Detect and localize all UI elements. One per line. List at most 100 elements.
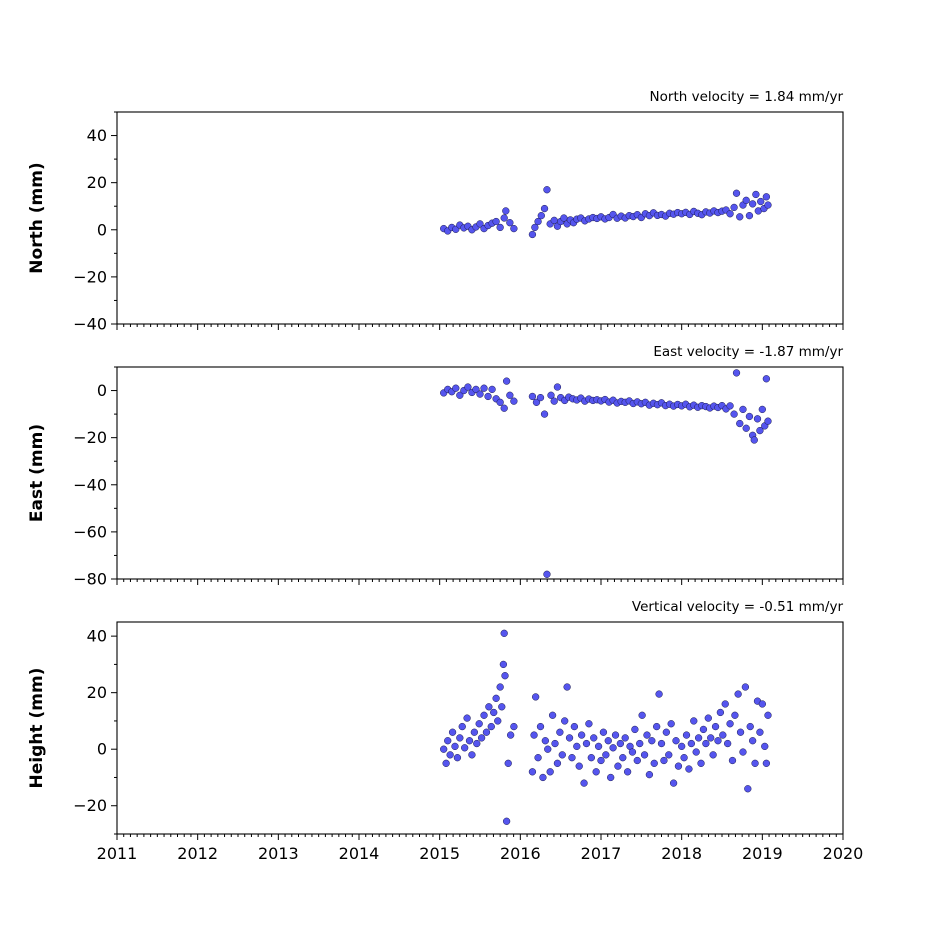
x-tick-label: 2011 <box>97 844 138 863</box>
data-point <box>500 404 508 412</box>
data-point <box>714 737 722 745</box>
data-series <box>440 369 772 578</box>
data-point <box>669 779 678 787</box>
data-point <box>665 751 673 759</box>
data-point <box>577 731 586 739</box>
data-point <box>736 419 744 428</box>
data-point <box>456 734 464 742</box>
data-point <box>742 424 750 432</box>
data-point <box>660 756 668 765</box>
data-point <box>550 397 558 405</box>
data-point <box>544 745 552 753</box>
data-point <box>580 779 588 787</box>
data-point <box>619 754 627 762</box>
data-point <box>751 759 759 767</box>
data-point <box>463 714 471 722</box>
data-point <box>749 200 757 208</box>
data-point <box>732 369 741 377</box>
data-point <box>480 711 488 719</box>
data-point <box>532 398 541 406</box>
panel-title: Vertical velocity = -0.51 mm/yr <box>632 599 844 615</box>
data-point <box>724 739 732 748</box>
data-point <box>485 703 493 711</box>
data-point <box>500 214 508 222</box>
data-point <box>726 402 734 410</box>
data-point <box>488 385 496 394</box>
data-point <box>756 426 764 435</box>
data-point <box>631 725 639 734</box>
x-tick-label: 2017 <box>581 844 622 863</box>
data-point <box>746 722 754 731</box>
data-point <box>487 722 495 731</box>
data-point <box>556 728 564 736</box>
panel-title: East velocity = -1.87 mm/yr <box>653 344 843 360</box>
data-point <box>540 204 549 213</box>
data-point <box>756 728 764 736</box>
data-point <box>498 703 506 711</box>
data-point <box>640 751 649 759</box>
data-point <box>475 720 483 728</box>
data-point <box>616 739 625 748</box>
data-point <box>633 756 641 765</box>
data-point <box>543 186 551 194</box>
data-point <box>442 759 450 767</box>
data-point <box>496 223 504 232</box>
data-point <box>541 737 549 745</box>
data-point <box>528 768 537 776</box>
data-point <box>749 737 757 745</box>
data-point <box>534 754 542 762</box>
data-point <box>587 754 595 762</box>
data-point <box>702 739 710 748</box>
data-point <box>528 230 537 239</box>
data-point <box>537 211 545 220</box>
data-point <box>502 817 511 825</box>
data-point <box>528 392 537 401</box>
data-point <box>472 385 480 394</box>
data-point <box>539 773 547 782</box>
data-point <box>446 751 454 759</box>
data-point <box>548 711 557 719</box>
data-point <box>594 742 603 751</box>
data-point <box>470 728 479 736</box>
data-point <box>721 700 729 708</box>
y-tick-label: −80 <box>73 570 107 589</box>
data-point <box>473 739 481 748</box>
data-point <box>553 383 562 391</box>
data-point <box>546 768 554 776</box>
data-point <box>440 745 448 753</box>
data-point <box>592 768 600 776</box>
data-point <box>607 773 615 782</box>
data-point <box>697 759 705 767</box>
data-point <box>678 742 686 751</box>
y-tick-label: −40 <box>73 475 107 494</box>
data-point <box>739 748 747 756</box>
data-point <box>655 690 663 698</box>
data-point <box>614 762 622 770</box>
data-point <box>764 711 772 719</box>
y-axis-label: Height (mm) <box>27 668 47 789</box>
data-point <box>726 210 734 218</box>
data-point <box>657 739 666 748</box>
data-point <box>531 223 539 232</box>
data-point <box>628 748 637 756</box>
y-tick-label: 0 <box>97 381 107 400</box>
data-point <box>762 193 771 201</box>
data-point <box>736 213 744 221</box>
data-point <box>685 765 693 773</box>
y-tick-label: −20 <box>73 428 107 447</box>
y-tick-label: 40 <box>87 126 107 145</box>
data-series <box>440 629 772 825</box>
data-point <box>750 436 758 444</box>
y-tick-label: −40 <box>73 315 107 334</box>
x-tick-label: 2020 <box>823 844 864 863</box>
x-tick-label: 2013 <box>258 844 299 863</box>
data-point <box>762 375 771 383</box>
data-point <box>636 739 644 748</box>
data-point <box>611 731 620 739</box>
data-point <box>753 415 762 423</box>
data-point <box>716 708 725 717</box>
x-tick-label: 2019 <box>742 844 783 863</box>
data-point <box>745 412 754 421</box>
y-axis-label: North (mm) <box>27 162 47 273</box>
data-point <box>500 629 508 637</box>
